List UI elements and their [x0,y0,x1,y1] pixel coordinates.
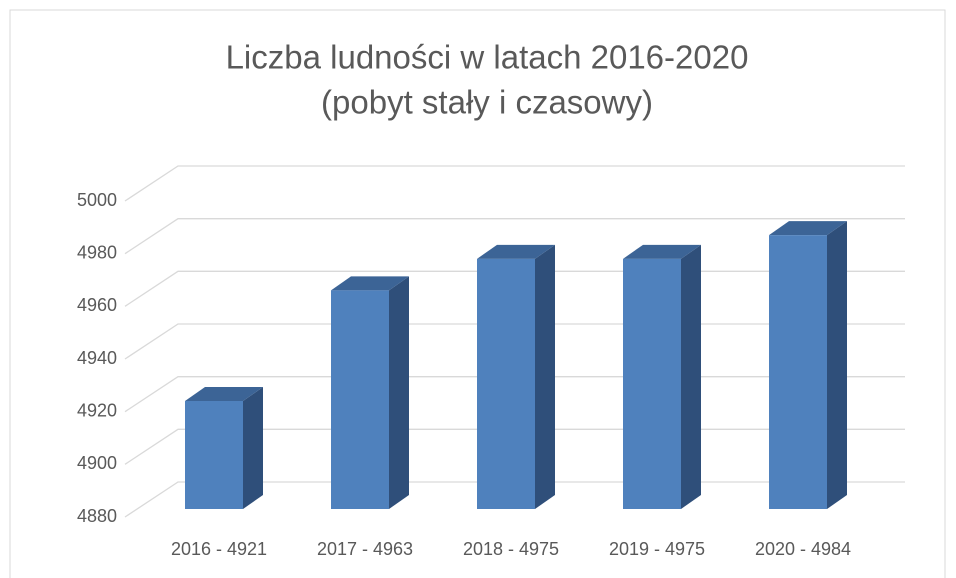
x-tick-label: 2018 - 4975 [463,539,559,559]
chart-title: (pobyt stały i czasowy) [321,84,653,121]
bar-top [185,387,263,402]
bar [477,244,555,510]
bar-top [477,244,555,259]
bar-side [827,221,847,509]
bar [331,276,409,509]
bar-front [477,258,535,509]
bar [185,387,263,509]
bar-front [769,235,827,509]
bar-front [331,290,389,509]
y-tick-label: 4980 [77,242,117,262]
y-tick-label: 4960 [77,295,117,315]
bar-top [331,276,409,291]
y-tick-label: 4880 [77,506,117,526]
chart-title: Liczba ludności w latach 2016-2020 [226,39,749,76]
bar-side [535,244,555,510]
x-tick-label: 2019 - 4975 [609,539,705,559]
bar-top [623,244,701,259]
bar-side [389,276,409,509]
bar-top [769,221,847,236]
bar [623,244,701,510]
bar-front [185,401,243,509]
x-tick-label: 2016 - 4921 [171,539,267,559]
x-tick-label: 2020 - 4984 [755,539,851,559]
y-tick-label: 4940 [77,348,117,368]
y-tick-label: 5000 [77,190,117,210]
bar-side [681,244,701,510]
bar-side [243,387,263,509]
grid-line [124,218,905,255]
bar [769,221,847,509]
y-tick-label: 4920 [77,400,117,420]
x-tick-label: 2017 - 4963 [317,539,413,559]
grid-line [124,165,905,202]
bar-front [623,258,681,509]
y-tick-label: 4900 [77,453,117,473]
